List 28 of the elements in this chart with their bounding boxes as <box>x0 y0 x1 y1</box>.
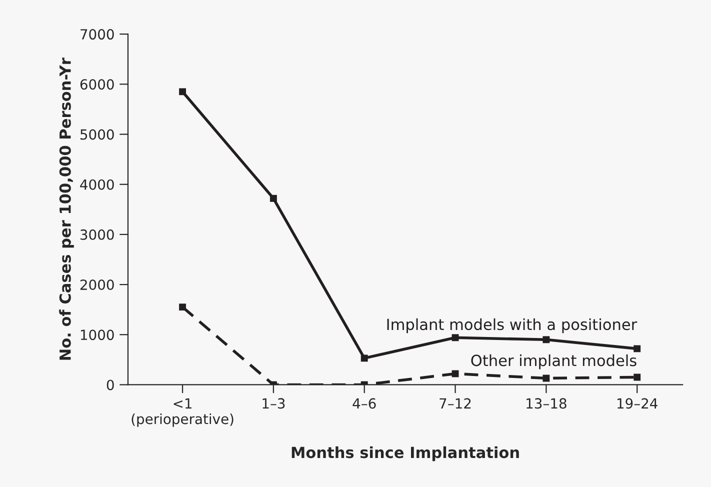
x-tick-label: 19–24 <box>617 398 658 409</box>
point <box>452 334 459 342</box>
point <box>542 374 550 382</box>
y-tick-label: 3000 <box>80 229 114 240</box>
y-tick-label: 1000 <box>80 330 114 340</box>
point <box>360 354 368 362</box>
x-axis-title: Months since Implantation <box>292 446 519 462</box>
point <box>179 88 186 96</box>
point <box>179 304 186 311</box>
series-label: Other implant models <box>471 354 636 370</box>
y-tick-label: 5000 <box>80 129 114 140</box>
y-tick-label: 6000 <box>80 79 114 90</box>
y-tick-label: 4000 <box>80 179 114 190</box>
point <box>634 345 641 352</box>
x-tick-label: 1–3 <box>262 398 285 409</box>
x-tick-label: 13–18 <box>526 398 566 409</box>
point <box>452 370 459 378</box>
x-tick-label: 4–6 <box>352 398 376 409</box>
x-tick-label: <1 (perioperative) <box>132 398 234 427</box>
point <box>270 194 277 202</box>
x-tick-label: 7–12 <box>440 398 471 408</box>
y-tick-label: 2000 <box>80 280 114 290</box>
series-label: Implant models with a positioner <box>387 318 638 334</box>
y-tick-label: 7000 <box>80 29 114 40</box>
point <box>634 374 641 381</box>
y-axis-title: No. of Cases per 100,000 Person-Yr <box>59 58 74 360</box>
y-tick-label: 0 <box>106 380 114 390</box>
point <box>542 336 550 344</box>
